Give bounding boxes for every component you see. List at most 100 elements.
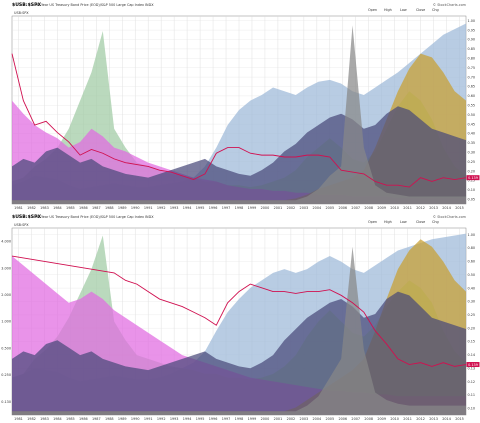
top-x-tick-label: 2011 (403, 206, 412, 210)
top-x-tick-label: 1988 (105, 206, 114, 210)
top-x-tick-label: 2014 (442, 206, 451, 210)
bottom-x-tick-label: 2012 (416, 417, 425, 421)
bottom-y-left-tick-label: 0.500 (1, 346, 11, 350)
top-y-tick-label: 0.90 (468, 38, 476, 42)
bottom-y-tick-label: 0.14 (468, 353, 476, 357)
top-x-tick-label: 2000 (261, 206, 270, 210)
bottom-ohlc-label: High (384, 220, 392, 224)
top-x-tick-label: 1981 (14, 206, 23, 210)
bottom-line-usbspx (11, 255, 467, 367)
bottom-x-tick-label: 2011 (403, 417, 412, 421)
bottom-subtitle: 30-Year US Treasury Bond Price (EOD)/S&P… (36, 215, 154, 219)
bottom-brand: © StockCharts.com (433, 215, 467, 219)
bottom-y-tick-label: 0.11 (468, 393, 476, 397)
bottom-x-tick-label: 2007 (351, 417, 360, 421)
bottom-y-left-tick-label: 3.000 (1, 266, 11, 270)
top-y-tick-label: 0.60 (468, 94, 476, 98)
bottom-x-tick-label: 1984 (53, 417, 62, 421)
bottom-x-tick-label: 1991 (144, 417, 153, 421)
top-x-tick-label: 2010 (390, 206, 399, 210)
top-y-tick-label: 1.00 (468, 19, 476, 23)
top-y-tick-label: 0.45 (468, 122, 476, 126)
top-x-tick-label: 2015 (455, 206, 464, 210)
bottom-x-tick-label: 1988 (105, 417, 114, 421)
bottom-y-tick-label: 0.30 (468, 300, 476, 304)
bottom-ohlc-label: Close (416, 220, 425, 224)
top-x-tick-label: 1985 (66, 206, 75, 210)
top-y-tick-label: 0.70 (468, 75, 476, 79)
bottom-x-tick-label: 1982 (27, 417, 36, 421)
bottom-x-tick-label: 2015 (455, 417, 464, 421)
bottom-x-tick-label: 2000 (261, 417, 270, 421)
top-x-tick-label: 1990 (131, 206, 140, 210)
top-line-usbspx (11, 53, 467, 188)
top-ohlc-label: Low (400, 8, 407, 12)
top-y-tick-label: 0.25 (468, 160, 476, 164)
top-x-tick-label: 1998 (235, 206, 244, 210)
bottom-x-tick-label: 2006 (338, 417, 347, 421)
top-x-tick-label: 1997 (222, 206, 231, 210)
bottom-x-tick-label: 1987 (92, 417, 101, 421)
top-y-tick-label: 0.05 (468, 198, 476, 202)
top-x-tick-label: 1994 (183, 206, 192, 210)
chart-panel-top: $USB:$SPX 30-Year US Treasury Bond Price … (11, 2, 480, 210)
bottom-x-tick-label: 1999 (248, 417, 257, 421)
top-y-tick-label: 0.40 (468, 132, 476, 136)
top-x-tick-label: 2004 (313, 206, 322, 210)
bottom-y-tick-label: 0.40 (468, 286, 476, 290)
top-subtitle: 30-Year US Treasury Bond Price (EOD)/S&P… (36, 3, 154, 7)
top-y-tick-label: 0.85 (468, 47, 476, 51)
top-y-tick-label: 0.30 (468, 151, 476, 155)
top-x-tick-label: 2002 (287, 206, 296, 210)
top-x-tick-label: 1984 (53, 206, 62, 210)
bottom-x-tick-label: 2014 (442, 417, 451, 421)
bottom-x-tick-label: 1985 (66, 417, 75, 421)
bottom-x-tick-label: 1983 (40, 417, 49, 421)
bottom-x-tick-label: 1989 (118, 417, 127, 421)
top-y-tick-label: 0.80 (468, 57, 476, 61)
bottom-last-value-label: 0.139 (468, 363, 478, 367)
bottom-x-tick-label: 2008 (364, 417, 373, 421)
bottom-x-tick-label: 2009 (377, 417, 386, 421)
top-ohlc-label: High (384, 8, 392, 12)
bottom-x-tick-label: 2010 (390, 417, 399, 421)
top-y-tick-label: 0.35 (468, 141, 476, 145)
bottom-x-tick-label: 2004 (313, 417, 322, 421)
bottom-y-tick-label: 1.00 (468, 233, 476, 237)
bottom-y-left-tick-label: 1.000 (1, 320, 11, 324)
bottom-x-tick-label: 1990 (131, 417, 140, 421)
top-x-tick-label: 2006 (338, 206, 347, 210)
bottom-y-tick-label: 0.80 (468, 246, 476, 250)
top-x-tick-label: 2005 (325, 206, 334, 210)
bottom-x-tick-label: 1998 (235, 417, 244, 421)
bottom-x-tick-label: 2002 (287, 417, 296, 421)
top-brand: © StockCharts.com (433, 3, 467, 7)
bottom-x-tick-label: 1996 (209, 417, 218, 421)
bottom-y-left-tick-label: 0.250 (1, 373, 11, 377)
bottom-y-tick-label: 0.60 (468, 260, 476, 264)
top-x-tick-label: 1983 (40, 206, 49, 210)
top-ohlc-label: Open (368, 8, 377, 12)
bottom-y-tick-label: 0.25 (468, 313, 476, 317)
top-x-tick-label: 1991 (144, 206, 153, 210)
top-x-tick-label: 1987 (92, 206, 101, 210)
top-x-tick-label: 2009 (377, 206, 386, 210)
bottom-y-tick-label: 0.15 (468, 340, 476, 344)
top-x-tick-label: 1993 (170, 206, 179, 210)
bottom-y-tick-label: 0.12 (468, 380, 476, 384)
top-y-tick-label: 0.55 (468, 104, 476, 108)
bottom-x-tick-label: 2005 (325, 417, 334, 421)
bottom-x-tick-label: 2001 (274, 417, 283, 421)
bottom-y-tick-label: 0.50 (468, 273, 476, 277)
top-ohlc-label: Chg (432, 8, 439, 12)
bottom-x-tick-label: 1995 (196, 417, 205, 421)
bottom-ohlc-label: Chg (432, 220, 439, 224)
bottom-last-value-tag (466, 362, 480, 368)
top-x-tick-label: 2001 (274, 206, 283, 210)
top-x-tick-label: 1982 (27, 206, 36, 210)
top-y-tick-label: 0.50 (468, 113, 476, 117)
bottom-x-tick-label: 2003 (300, 417, 309, 421)
chart-panel-bottom: $USB:$SPX 30-Year US Treasury Bond Price … (0, 212, 480, 423)
top-legend-line-name: USB:SPX (14, 11, 29, 15)
